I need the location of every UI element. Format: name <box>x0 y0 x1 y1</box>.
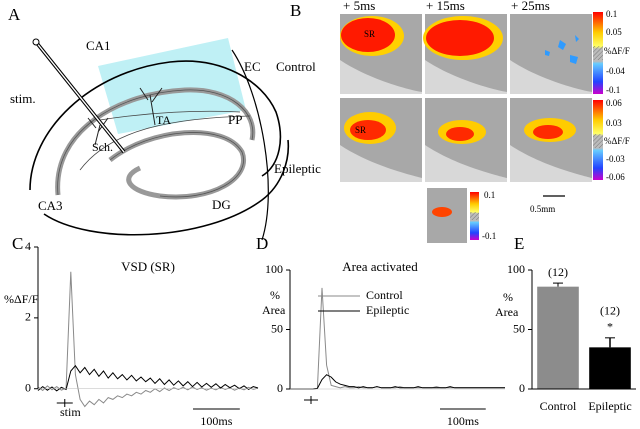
colorbar-label: %ΔF/F <box>604 46 630 56</box>
colorbar-label: 0.06 <box>606 98 622 108</box>
panel-letter: A <box>8 5 21 24</box>
colorbar-label: 0.1 <box>484 190 495 200</box>
y-tick-label: 0 <box>519 381 525 395</box>
scale-bar-label: 100ms <box>447 414 479 428</box>
trace <box>290 374 505 390</box>
electrode-core <box>35 41 125 153</box>
row-label: Control <box>276 59 316 74</box>
colorbar-label: -0.03 <box>606 154 625 164</box>
column-label: + 25ms <box>511 0 550 13</box>
legend-label: Control <box>366 288 403 302</box>
tissue-band <box>340 145 592 182</box>
activity <box>446 127 474 141</box>
row-label: Epileptic <box>274 161 321 176</box>
fibers <box>79 110 251 171</box>
bar <box>589 347 631 389</box>
y-axis-label: Area <box>262 303 286 317</box>
image-grid <box>340 14 592 243</box>
panel-letter: B <box>290 1 301 20</box>
x-tick-label: Control <box>540 399 577 413</box>
significance: * <box>607 320 613 334</box>
y-axis-label: % <box>503 290 513 304</box>
colorbar-hatch <box>593 134 603 148</box>
panel-a: A CA1 EC stim. Sch. TA PP CA3 DG <box>8 5 290 241</box>
activity <box>432 207 452 217</box>
x-tick-label: Epileptic <box>588 399 631 413</box>
stim-label: stim <box>60 405 81 419</box>
colorbar-label: 0.05 <box>606 27 622 37</box>
n-label: (12) <box>548 265 568 279</box>
panel-letter: E <box>514 234 524 253</box>
legend-label: Epileptic <box>366 303 409 317</box>
neurons <box>87 87 163 146</box>
y-tick-label: 50 <box>271 321 283 335</box>
panel-letter: C <box>12 234 23 253</box>
trace <box>37 271 259 408</box>
label: TA <box>156 113 171 127</box>
panel-b: B + 5ms + 15ms + 25ms Control Epileptic <box>274 0 630 243</box>
label: DG <box>212 197 231 212</box>
colorbar-label: -0.06 <box>606 172 625 182</box>
tissue-band <box>340 60 592 94</box>
chart-title: VSD (SR) <box>121 259 175 274</box>
bar <box>537 286 579 389</box>
column-label: + 5ms <box>343 0 375 13</box>
n-label: (12) <box>600 304 620 318</box>
y-axis-label: % <box>270 288 280 302</box>
imaged-region <box>98 38 246 134</box>
y-tick-label: 100 <box>265 262 283 276</box>
colorbar-label: -0.1 <box>606 85 620 95</box>
colorbar-label: -0.1 <box>482 231 496 241</box>
region-label: SR <box>355 125 366 135</box>
scale-bar-label: 0.5mm <box>530 204 555 214</box>
activity <box>533 125 563 139</box>
label: PP <box>228 112 242 127</box>
outline <box>43 139 290 236</box>
cell-layer-edge <box>57 89 254 196</box>
activity <box>426 20 494 56</box>
panel-letter: D <box>256 234 268 253</box>
colorbar-hatch <box>593 46 603 60</box>
label: stim. <box>10 91 36 106</box>
activity <box>545 35 579 64</box>
y-tick-label: 4 <box>25 239 31 253</box>
label: EC <box>244 59 261 74</box>
label: CA1 <box>86 38 111 53</box>
activity <box>350 120 386 140</box>
y-tick-label: 50 <box>513 321 525 335</box>
scale-bar-label: 100ms <box>200 414 232 428</box>
y-tick-label: 2 <box>25 310 31 324</box>
dentate-layer <box>108 129 246 200</box>
y-tick-label: 0 <box>25 380 31 394</box>
electrode-tip <box>32 38 40 46</box>
y-tick-label: 100 <box>507 262 525 276</box>
colorbar-label: %ΔF/F <box>604 136 630 146</box>
activity <box>341 18 395 52</box>
column-label: + 15ms <box>426 0 465 13</box>
region-label: SR <box>364 29 375 39</box>
label: Sch. <box>92 140 113 154</box>
outline <box>29 60 282 191</box>
chart-title: Area activated <box>342 259 418 274</box>
colorbar-label: -0.04 <box>606 66 625 76</box>
outline <box>231 49 269 241</box>
colorbar-label: 0.03 <box>606 118 622 128</box>
dentate-edge <box>109 132 244 198</box>
trace <box>37 364 259 392</box>
y-axis-label: %ΔF/F <box>4 292 39 306</box>
label: CA3 <box>38 198 63 213</box>
colorbar-label: 0.1 <box>606 9 617 19</box>
y-tick-label: 0 <box>277 381 283 395</box>
colorbar-hatch <box>470 212 479 220</box>
y-axis-label: Area <box>495 305 519 319</box>
